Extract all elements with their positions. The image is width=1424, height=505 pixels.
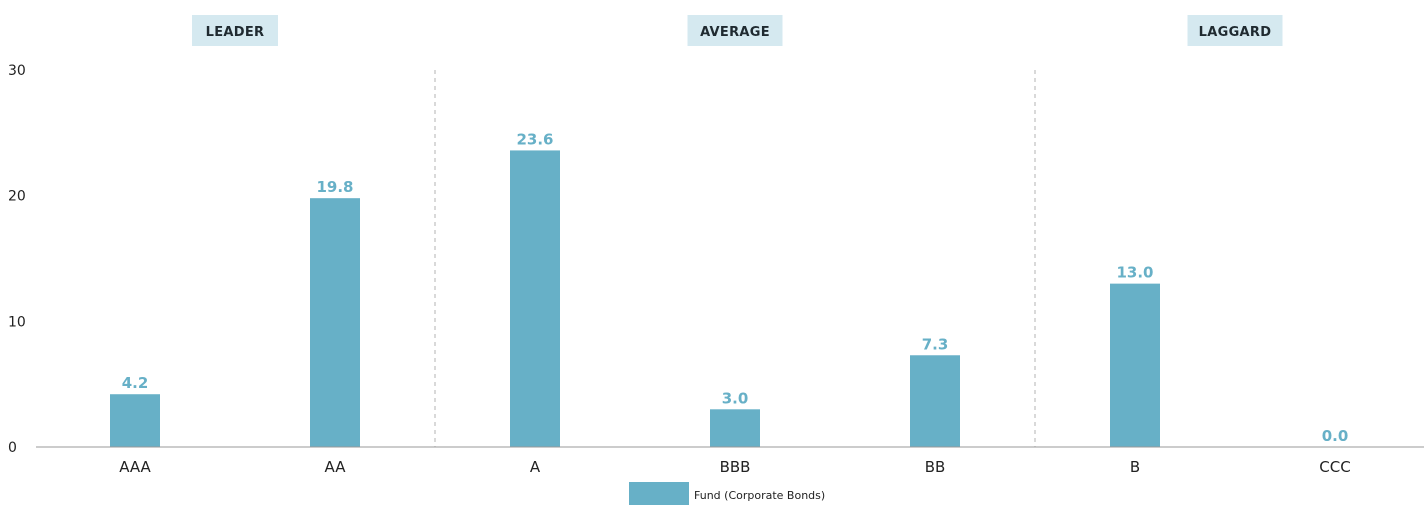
y-tick-label: 10 bbox=[8, 314, 26, 330]
x-tick-label-a: A bbox=[530, 458, 541, 476]
group-header-leader-bg bbox=[192, 15, 278, 46]
data-label-aa: 19.8 bbox=[316, 178, 353, 196]
legend-label: Fund (Corporate Bonds) bbox=[694, 489, 825, 502]
x-tick-label-ccc: CCC bbox=[1319, 458, 1350, 476]
group-header-average: AVERAGE bbox=[700, 25, 770, 40]
x-tick-label-b: B bbox=[1130, 458, 1140, 476]
y-axis-ticks: 0 10 20 30 bbox=[8, 63, 26, 456]
bar-a bbox=[510, 150, 560, 447]
y-tick-label: 20 bbox=[8, 189, 26, 205]
x-tick-label-aaa: AAA bbox=[119, 458, 151, 476]
data-label-b: 13.0 bbox=[1116, 264, 1153, 282]
data-label-bb: 7.3 bbox=[922, 335, 949, 353]
legend: Fund (Corporate Bonds) bbox=[629, 482, 825, 505]
data-label-aaa: 4.2 bbox=[122, 374, 149, 392]
legend-swatch bbox=[629, 482, 689, 505]
x-tick-label-bb: BB bbox=[925, 458, 946, 476]
bar-bbb bbox=[710, 409, 760, 447]
data-label-a: 23.6 bbox=[516, 130, 553, 148]
x-tick-label-bbb: BBB bbox=[720, 458, 751, 476]
bar-aa bbox=[310, 198, 360, 447]
data-label-bbb: 3.0 bbox=[722, 389, 749, 407]
y-tick-label: 0 bbox=[8, 440, 17, 456]
data-label-ccc: 0.0 bbox=[1322, 427, 1349, 445]
group-header-laggard-bg bbox=[1187, 15, 1283, 46]
group-header-average-bg bbox=[687, 15, 783, 46]
x-axis-labels: AAA AA A BBB BB B CCC bbox=[119, 458, 1351, 476]
bar-bb bbox=[910, 355, 960, 447]
y-tick-label: 30 bbox=[8, 63, 26, 79]
group-header-leader: LEADER bbox=[206, 25, 265, 40]
bar-b bbox=[1110, 283, 1160, 447]
bar-aaa bbox=[110, 394, 160, 447]
group-header-laggard: LAGGARD bbox=[1199, 25, 1272, 40]
data-labels: 4.2 19.8 23.6 3.0 7.3 13.0 0.0 bbox=[122, 130, 1349, 445]
group-dividers bbox=[434, 70, 1036, 447]
bars bbox=[110, 150, 1160, 447]
group-headers: LEADER AVERAGE LAGGARD bbox=[192, 15, 1283, 46]
x-tick-label-aa: AA bbox=[325, 458, 347, 476]
